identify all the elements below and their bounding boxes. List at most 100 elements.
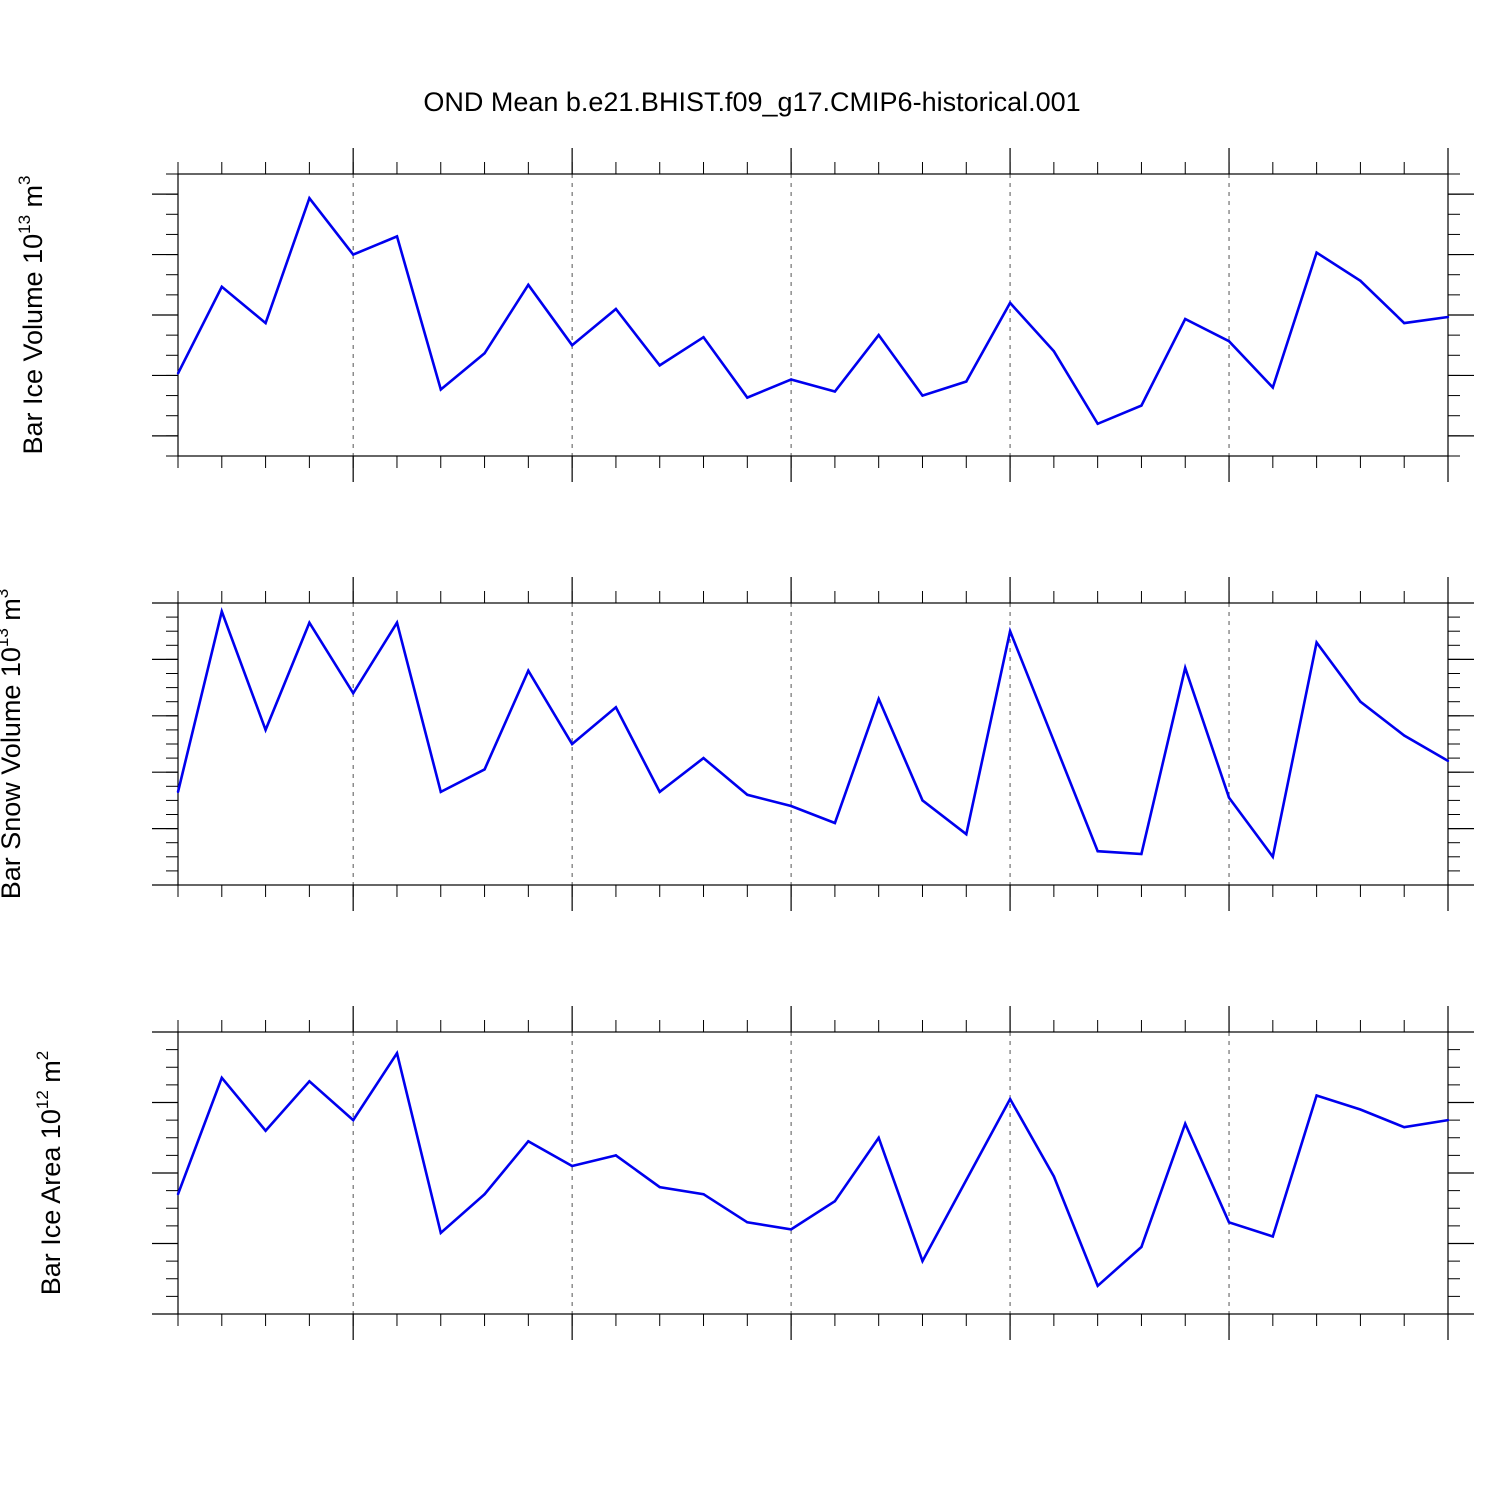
- data-point: [1359, 700, 1362, 703]
- data-point: [614, 706, 618, 709]
- plot-frame: [177, 602, 1449, 886]
- data-point: [439, 388, 442, 391]
- data-point: [1140, 1245, 1143, 1249]
- data-point: [308, 1080, 311, 1083]
- data-point: [351, 1118, 355, 1122]
- data-point: [833, 390, 837, 393]
- series-line: [176, 607, 1449, 860]
- data-point: [1227, 796, 1231, 799]
- data-point: [308, 196, 311, 200]
- y-axis-label-unit-sup: 2: [33, 1051, 52, 1060]
- data-point: [527, 283, 530, 286]
- data-point: [1271, 855, 1275, 858]
- y-axis-label-unit: m: [18, 185, 48, 215]
- data-point: [702, 756, 705, 760]
- data-point: [527, 1140, 530, 1143]
- y-axis-label: Bar Snow Volume 1013 m3: [0, 589, 26, 900]
- data-point: [439, 1231, 442, 1235]
- data-point: [395, 1051, 399, 1055]
- data-point: [220, 1076, 223, 1080]
- data-point: [264, 728, 267, 732]
- data-point: [1140, 404, 1143, 407]
- data-point: [1008, 630, 1012, 633]
- data-point: [176, 1192, 180, 1196]
- series-line: [176, 195, 1449, 426]
- data-point: [439, 790, 442, 794]
- data-point: [1052, 1175, 1056, 1178]
- data-point: [351, 253, 355, 256]
- data-point: [1403, 1125, 1406, 1129]
- data-point: [1008, 301, 1012, 305]
- y-axis-label-unit-sup: 3: [0, 589, 12, 598]
- data-point: [176, 372, 180, 375]
- y-axis-label: Bar Ice Volume 1013 m3: [15, 175, 48, 454]
- y-axis-label-main: Bar Ice Area 10: [36, 1109, 66, 1295]
- data-point: [921, 394, 924, 397]
- y-axis-label-main: Bar Ice Volume 10: [18, 234, 48, 455]
- data-point: [1184, 1122, 1187, 1125]
- data-point: [1315, 1094, 1318, 1097]
- data-point: [483, 352, 486, 355]
- data-point: [176, 790, 180, 794]
- data-point: [527, 669, 530, 672]
- data-point: [789, 1228, 793, 1231]
- data-point: [658, 364, 661, 367]
- data-point: [1446, 1118, 1450, 1122]
- data-point: [264, 321, 267, 325]
- panel-ice-area: Bar Ice Area 1012 m2: [33, 1006, 1474, 1340]
- data-point: [1227, 1221, 1231, 1224]
- data-point: [965, 1178, 968, 1182]
- data-point: [877, 333, 880, 337]
- data-point: [614, 1154, 618, 1157]
- y-axis-label-sup: 13: [0, 628, 12, 647]
- plot-frame: [177, 1031, 1449, 1315]
- data-point: [1359, 279, 1362, 282]
- data-point: [1008, 1097, 1012, 1101]
- y-axis-label-unit: m: [36, 1060, 66, 1090]
- data-point: [308, 621, 311, 624]
- data-point: [1096, 422, 1099, 425]
- data-point: [1184, 666, 1187, 670]
- y-axis-label: Bar Ice Area 1012 m2: [33, 1051, 66, 1296]
- data-point: [921, 799, 924, 802]
- data-point: [1271, 386, 1275, 389]
- data-point: [1227, 339, 1231, 343]
- data-point: [746, 396, 749, 399]
- data-point: [702, 335, 705, 339]
- data-point: [965, 833, 968, 836]
- data-point: [702, 1192, 705, 1196]
- series-line: [176, 1049, 1449, 1288]
- data-point: [1315, 641, 1318, 644]
- data-point: [833, 1200, 837, 1203]
- data-point: [220, 285, 223, 288]
- data-point: [1184, 317, 1187, 321]
- panel-ice-volume: Bar Ice Volume 1013 m3: [15, 148, 1474, 482]
- data-point: [220, 610, 223, 613]
- data-point: [1096, 849, 1099, 853]
- data-point: [877, 697, 880, 701]
- data-point: [1052, 739, 1056, 743]
- y-axis-label-sup: 12: [33, 1090, 52, 1109]
- data-point: [570, 1164, 574, 1168]
- data-point: [965, 380, 968, 383]
- data-point: [746, 793, 749, 796]
- data-point: [658, 790, 661, 794]
- y-axis-label-main: Bar Snow Volume 10: [0, 647, 26, 899]
- data-point: [658, 1185, 661, 1189]
- data-point: [395, 235, 399, 238]
- data-point: [877, 1136, 880, 1139]
- data-point: [789, 378, 793, 381]
- data-point: [789, 804, 793, 808]
- data-point: [1271, 1235, 1275, 1238]
- data-point: [1446, 759, 1450, 763]
- data-point: [1446, 315, 1450, 319]
- y-axis-label-unit-sup: 3: [15, 175, 34, 184]
- data-point: [1315, 251, 1318, 254]
- data-point: [1403, 321, 1406, 325]
- data-point: [1403, 734, 1406, 737]
- data-point: [570, 344, 574, 347]
- data-point: [395, 621, 399, 624]
- data-point: [351, 692, 355, 695]
- data-point: [1359, 1108, 1362, 1111]
